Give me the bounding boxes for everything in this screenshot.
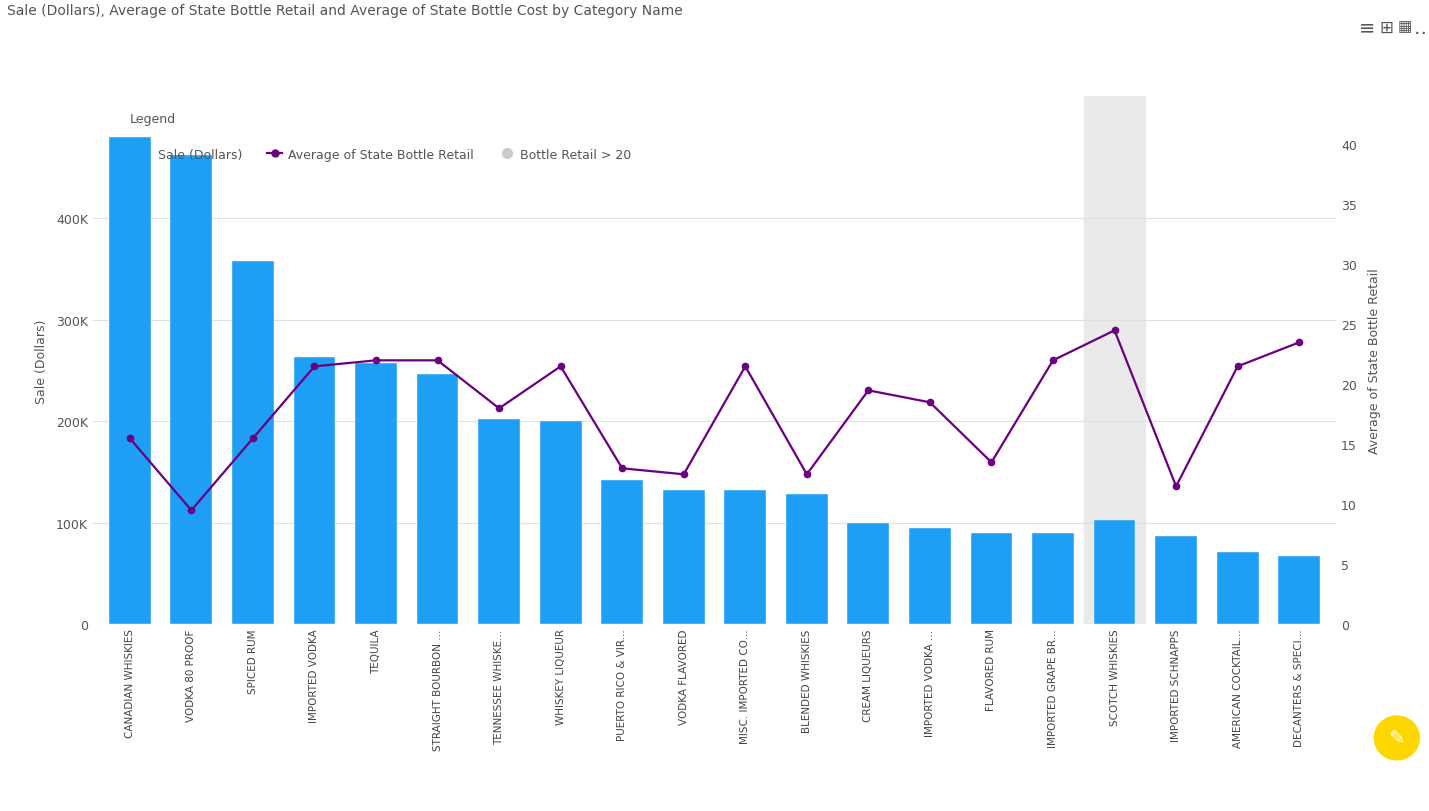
Bar xyxy=(1032,534,1075,624)
Text: ≡: ≡ xyxy=(1359,19,1376,37)
Text: ✎: ✎ xyxy=(1389,728,1405,748)
Bar xyxy=(1093,520,1136,624)
Bar xyxy=(1279,556,1320,624)
Text: …: … xyxy=(1413,19,1429,37)
Bar xyxy=(970,534,1012,624)
Bar xyxy=(170,156,213,624)
Y-axis label: Average of State Bottle Retail: Average of State Bottle Retail xyxy=(1368,268,1380,453)
Legend: Sale (Dollars), Average of State Bottle Retail, Bottle Retail > 20: Sale (Dollars), Average of State Bottle … xyxy=(136,148,632,161)
Text: ⊞: ⊞ xyxy=(1379,19,1393,36)
Bar xyxy=(1083,97,1145,624)
Bar xyxy=(354,364,397,624)
Bar xyxy=(1155,536,1198,624)
Bar xyxy=(293,358,336,624)
Bar xyxy=(417,374,459,624)
Bar xyxy=(109,138,150,624)
Y-axis label: Sale (Dollars): Sale (Dollars) xyxy=(34,319,47,403)
Text: ▦: ▦ xyxy=(1398,19,1412,33)
Bar xyxy=(231,261,274,624)
Text: Sale (Dollars), Average of State Bottle Retail and Average of State Bottle Cost : Sale (Dollars), Average of State Bottle … xyxy=(7,4,683,18)
Bar xyxy=(1216,552,1259,624)
Bar xyxy=(479,420,520,624)
Bar xyxy=(725,491,766,624)
Bar xyxy=(602,480,643,624)
Bar xyxy=(663,491,704,624)
Bar xyxy=(909,528,950,624)
Text: Legend: Legend xyxy=(130,113,176,127)
Bar xyxy=(540,422,582,624)
Circle shape xyxy=(1375,716,1419,760)
Bar xyxy=(786,495,827,624)
Bar xyxy=(847,523,889,624)
